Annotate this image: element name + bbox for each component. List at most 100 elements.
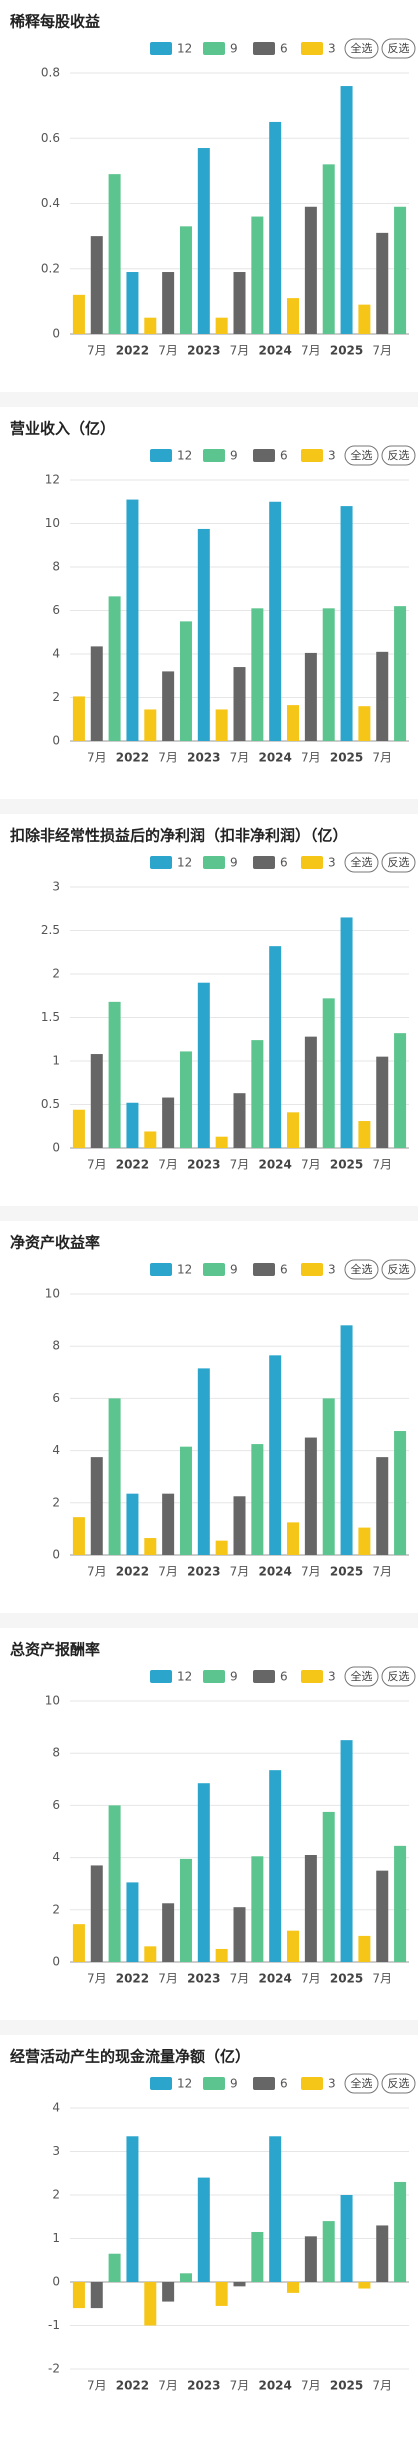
legend-swatch[interactable] — [253, 1670, 275, 1683]
legend-swatch[interactable] — [203, 1670, 225, 1683]
legend-label[interactable]: 6 — [280, 1263, 288, 1277]
button-label[interactable]: 全选 — [351, 448, 373, 462]
legend-label[interactable]: 6 — [280, 42, 288, 56]
legend-swatch[interactable] — [203, 42, 225, 55]
legend-label[interactable]: 3 — [328, 1263, 336, 1277]
y-tick-label: 10 — [45, 1694, 60, 1708]
legend-swatch[interactable] — [301, 1263, 323, 1276]
button[interactable] — [344, 852, 379, 873]
bar — [126, 272, 139, 334]
legend-label[interactable]: 3 — [328, 856, 336, 870]
legend-swatch[interactable] — [203, 449, 225, 462]
legend-label[interactable]: 12 — [177, 1263, 192, 1277]
legend-label[interactable]: 12 — [177, 449, 192, 463]
bar — [287, 298, 300, 334]
bar — [126, 499, 139, 741]
x-tick-label: 7月 — [158, 344, 178, 358]
legend-label[interactable]: 9 — [230, 42, 238, 56]
legend-swatch[interactable] — [253, 449, 275, 462]
button[interactable] — [381, 38, 416, 59]
legend-label[interactable]: 12 — [177, 856, 192, 870]
x-tick-label: 7月 — [230, 2379, 250, 2393]
button[interactable] — [381, 1666, 416, 1687]
y-tick-label: 4 — [52, 1443, 60, 1457]
legend-swatch[interactable] — [253, 2077, 275, 2090]
button[interactable] — [344, 38, 379, 59]
legend-label[interactable]: 3 — [328, 1670, 336, 1684]
button[interactable] — [381, 852, 416, 873]
legend-swatch[interactable] — [150, 449, 172, 462]
bar — [287, 705, 300, 741]
button-label[interactable]: 反选 — [388, 42, 410, 55]
legend-label[interactable]: 9 — [230, 1263, 238, 1277]
bar — [287, 1930, 300, 1962]
legend-label[interactable]: 3 — [328, 2077, 336, 2091]
legend-swatch[interactable] — [150, 1670, 172, 1683]
legend-swatch[interactable] — [203, 1263, 225, 1276]
legend-label[interactable]: 12 — [177, 2077, 192, 2091]
legend-label[interactable]: 9 — [230, 449, 238, 463]
button[interactable] — [381, 1259, 416, 1280]
legend-label[interactable]: 3 — [328, 42, 336, 56]
legend-swatch[interactable] — [203, 2077, 225, 2090]
legend-label[interactable]: 9 — [230, 2077, 238, 2091]
legend-swatch[interactable] — [203, 856, 225, 869]
y-tick-label: 6 — [52, 1391, 60, 1405]
button[interactable] — [381, 445, 416, 466]
legend-label[interactable]: 3 — [328, 449, 336, 463]
button-label[interactable]: 全选 — [351, 2076, 373, 2090]
legend-label[interactable]: 6 — [280, 1670, 288, 1684]
legend-label[interactable]: 12 — [177, 42, 192, 56]
x-tick-label: 2022 — [116, 344, 149, 358]
legend-swatch[interactable] — [253, 856, 275, 869]
legend-label[interactable]: 6 — [280, 856, 288, 870]
bar — [126, 2136, 139, 2282]
x-tick-label: 7月 — [87, 2379, 107, 2393]
x-tick-label: 7月 — [372, 1972, 392, 1986]
legend-label[interactable]: 9 — [230, 856, 238, 870]
legend-swatch[interactable] — [150, 2077, 172, 2090]
legend-label[interactable]: 6 — [280, 449, 288, 463]
bar — [215, 1540, 228, 1555]
legend-swatch[interactable] — [301, 1670, 323, 1683]
button-label[interactable]: 反选 — [388, 1670, 410, 1683]
bar — [394, 1033, 407, 1148]
legend-swatch[interactable] — [301, 449, 323, 462]
button-label[interactable]: 全选 — [351, 1262, 373, 1276]
button-label[interactable]: 全选 — [351, 41, 373, 55]
legend-swatch[interactable] — [301, 42, 323, 55]
x-tick-label: 7月 — [301, 344, 321, 358]
legend-swatch[interactable] — [301, 2077, 323, 2090]
y-tick-label: 8 — [52, 560, 60, 574]
legend-swatch[interactable] — [253, 42, 275, 55]
legend-label[interactable]: 12 — [177, 1670, 192, 1684]
button[interactable] — [344, 445, 379, 466]
button-label[interactable]: 反选 — [388, 856, 410, 869]
button-label[interactable]: 全选 — [351, 1669, 373, 1683]
button-label[interactable]: 反选 — [388, 2077, 410, 2090]
bar — [340, 86, 353, 334]
x-tick-label: 7月 — [87, 751, 107, 765]
legend-swatch[interactable] — [150, 42, 172, 55]
button-label[interactable]: 反选 — [388, 449, 410, 462]
bar — [126, 1882, 139, 1962]
legend-swatch[interactable] — [150, 856, 172, 869]
bar — [394, 606, 407, 741]
button-label[interactable]: 反选 — [388, 1263, 410, 1276]
button[interactable] — [381, 2073, 416, 2094]
x-tick-label: 7月 — [158, 1158, 178, 1172]
bar — [162, 1097, 175, 1148]
button[interactable] — [344, 2073, 379, 2094]
legend-swatch[interactable] — [301, 856, 323, 869]
legend-label[interactable]: 6 — [280, 2077, 288, 2091]
bar — [358, 1527, 371, 1555]
button-label[interactable]: 全选 — [351, 855, 373, 869]
button[interactable] — [344, 1666, 379, 1687]
legend-label[interactable]: 9 — [230, 1670, 238, 1684]
bar — [144, 709, 157, 741]
legend-swatch[interactable] — [253, 1263, 275, 1276]
bar — [197, 1783, 210, 1962]
button[interactable] — [344, 1259, 379, 1280]
legend-swatch[interactable] — [150, 1263, 172, 1276]
